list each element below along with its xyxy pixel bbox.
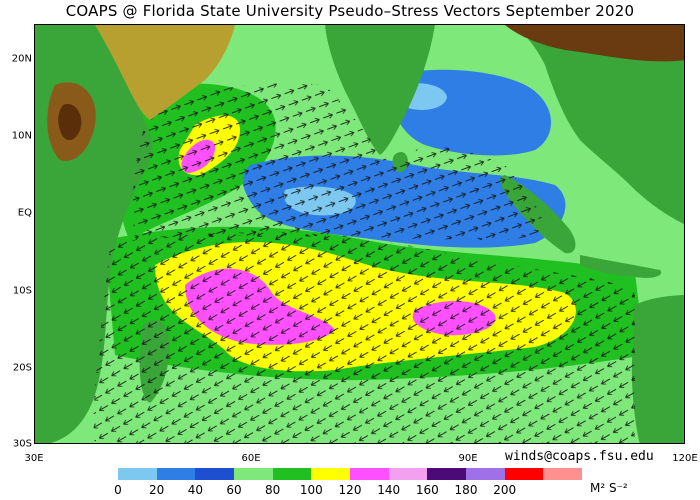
lat-label-30s: 30S bbox=[12, 438, 32, 450]
wind-vector-field-southern bbox=[93, 232, 635, 443]
lat-label-10n: 10N bbox=[11, 130, 32, 142]
colorbar-swatch bbox=[118, 468, 157, 480]
colorbar-tick-label: 120 bbox=[338, 483, 362, 497]
lat-label-10s: 10S bbox=[12, 285, 32, 297]
colorbar-swatch bbox=[504, 468, 544, 480]
colorbar-tick-label: 40 bbox=[187, 483, 203, 497]
colorbar-swatch bbox=[272, 468, 312, 480]
wind-vector-field-northern bbox=[133, 83, 543, 240]
colorbar-swatch bbox=[195, 468, 235, 480]
lon-label-60e: 60E bbox=[241, 453, 261, 464]
colorbar bbox=[118, 468, 583, 480]
colorbar-swatch bbox=[543, 468, 583, 480]
lat-label-20n: 20N bbox=[11, 53, 32, 65]
colorbar-tick-label: 200 bbox=[493, 483, 517, 497]
indian-ocean-map bbox=[34, 24, 685, 444]
lon-label-90e: 90E bbox=[458, 453, 478, 464]
colorbar-swatch bbox=[234, 468, 273, 480]
credit-email: winds@coaps.fsu.edu bbox=[505, 449, 654, 464]
land-africa-highlands-dark bbox=[58, 104, 82, 141]
colorbar-swatch bbox=[311, 468, 351, 480]
colorbar-tick-label: 20 bbox=[149, 483, 165, 497]
land-himalaya bbox=[505, 25, 684, 62]
colorbar-swatch bbox=[466, 468, 505, 480]
colorbar-swatch bbox=[388, 468, 428, 480]
land-southeast-asia bbox=[515, 25, 684, 224]
colorbar-tick-label: 0 bbox=[114, 483, 122, 497]
colorbar-tick-label: 80 bbox=[265, 483, 281, 497]
lon-label-120e: 120E bbox=[672, 453, 698, 464]
lat-label-20s: 20S bbox=[12, 362, 32, 374]
colorbar-tick-label: 160 bbox=[415, 483, 439, 497]
lat-label-eq: EQ bbox=[17, 207, 32, 219]
colorbar-tick-label: 140 bbox=[377, 483, 401, 497]
map-canvas bbox=[35, 25, 684, 443]
colorbar-tick-label: 180 bbox=[454, 483, 478, 497]
land-java bbox=[580, 255, 662, 278]
land-australia bbox=[631, 295, 684, 443]
land-arabia bbox=[95, 25, 235, 120]
colorbar-swatch bbox=[350, 468, 389, 480]
colorbar-tick-label: 100 bbox=[299, 483, 323, 497]
land-india bbox=[325, 25, 435, 155]
chart-title: COAPS @ Florida State University Pseudo–… bbox=[65, 2, 635, 20]
colorbar-tick-label: 60 bbox=[226, 483, 242, 497]
colorbar-swatch bbox=[156, 468, 196, 480]
colorbar-swatch bbox=[427, 468, 467, 480]
lon-label-30e: 30E bbox=[24, 453, 44, 464]
units-label: M² S⁻² bbox=[590, 481, 628, 495]
